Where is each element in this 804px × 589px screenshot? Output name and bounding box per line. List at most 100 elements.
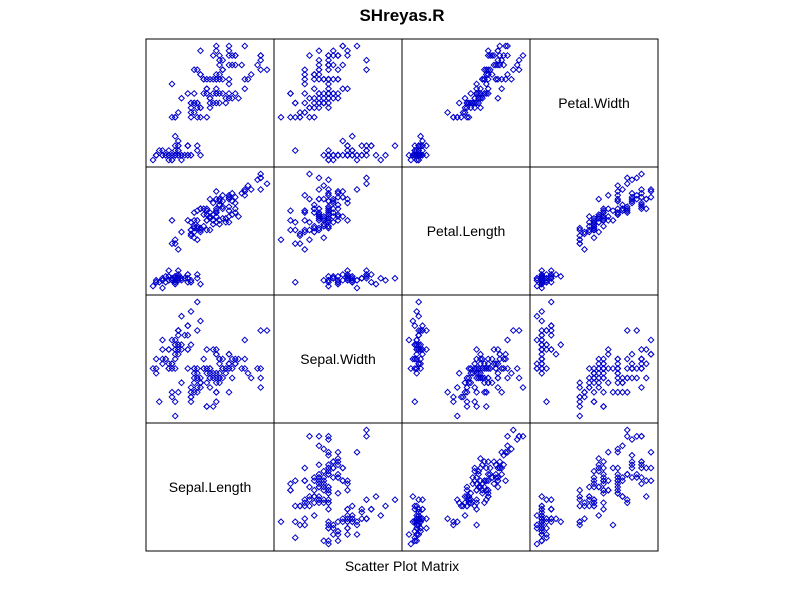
data-point <box>547 274 555 282</box>
data-point <box>324 94 333 102</box>
data-point <box>595 483 603 491</box>
data-point <box>324 537 333 545</box>
data-point <box>339 515 347 523</box>
data-point <box>494 56 502 64</box>
data-point <box>339 137 347 145</box>
data-point <box>212 42 220 50</box>
data-point <box>343 267 352 275</box>
data-point <box>604 205 612 213</box>
data-point <box>315 70 323 79</box>
data-point <box>623 355 631 363</box>
data-point <box>503 70 512 79</box>
data-point <box>595 369 603 377</box>
data-point <box>500 364 508 373</box>
data-point <box>184 270 192 279</box>
data-point <box>212 350 220 358</box>
data-point <box>538 492 546 501</box>
data-point <box>165 272 173 280</box>
data-point <box>329 51 337 60</box>
data-point <box>358 274 366 282</box>
data-point <box>353 185 361 194</box>
data-point <box>171 113 179 121</box>
data-point <box>184 345 192 354</box>
data-point <box>291 502 299 510</box>
data-point <box>305 113 314 121</box>
data-point <box>177 228 186 236</box>
data-point <box>599 464 608 472</box>
data-point <box>291 146 299 155</box>
data-point <box>324 461 333 469</box>
data-point <box>478 75 486 83</box>
data-point <box>633 195 641 203</box>
data-point <box>637 203 646 211</box>
data-point <box>486 470 494 478</box>
data-point <box>320 473 328 482</box>
data-point <box>455 369 463 377</box>
data-point <box>155 146 163 155</box>
data-point <box>305 226 314 234</box>
data-point <box>417 341 425 349</box>
data-point <box>580 515 589 523</box>
data-point <box>614 374 622 382</box>
data-point <box>244 182 252 190</box>
data-point <box>614 480 622 488</box>
data-point <box>257 374 265 382</box>
data-point <box>348 278 356 286</box>
data-point <box>234 212 243 221</box>
data-point <box>542 496 551 504</box>
data-point <box>219 66 227 74</box>
data-point <box>484 89 492 98</box>
data-point <box>310 201 318 209</box>
data-point <box>215 51 224 60</box>
data-point <box>590 369 598 377</box>
data-point <box>228 211 236 219</box>
data-point <box>334 216 342 224</box>
data-point <box>637 355 646 363</box>
data-point <box>320 89 328 98</box>
data-point <box>225 42 233 50</box>
data-point <box>219 364 227 373</box>
data-point <box>377 274 385 282</box>
data-point <box>484 70 492 79</box>
data-point <box>478 355 486 363</box>
data-point <box>475 94 483 102</box>
data-point <box>152 151 160 159</box>
data-point <box>599 480 608 488</box>
data-point <box>415 151 423 159</box>
data-point <box>599 212 608 221</box>
data-point <box>628 360 636 368</box>
data-point <box>305 94 314 102</box>
data-point <box>604 212 612 221</box>
data-point <box>467 379 475 387</box>
data-point <box>590 502 598 510</box>
data-point <box>174 388 182 396</box>
data-point <box>595 454 603 463</box>
data-point <box>637 432 646 440</box>
data-point <box>614 211 622 219</box>
data-point <box>492 75 500 83</box>
data-point <box>177 379 186 387</box>
data-point <box>411 146 419 155</box>
data-point <box>171 350 179 358</box>
data-point <box>187 307 195 316</box>
data-point <box>152 369 160 377</box>
data-point <box>315 480 323 488</box>
data-point <box>353 518 361 526</box>
data-point <box>301 89 309 98</box>
data-point <box>422 515 430 523</box>
data-point <box>538 521 546 529</box>
data-point <box>580 393 589 401</box>
data-point <box>315 224 323 232</box>
data-point <box>343 85 352 93</box>
data-point <box>310 94 318 102</box>
data-point <box>212 89 220 98</box>
data-point <box>334 151 342 159</box>
data-point <box>171 412 179 420</box>
data-point <box>614 355 622 363</box>
data-point <box>171 236 179 244</box>
data-point <box>547 267 555 275</box>
data-point <box>494 47 502 55</box>
data-point <box>614 379 622 387</box>
data-point <box>411 537 419 545</box>
data-point <box>614 470 622 478</box>
